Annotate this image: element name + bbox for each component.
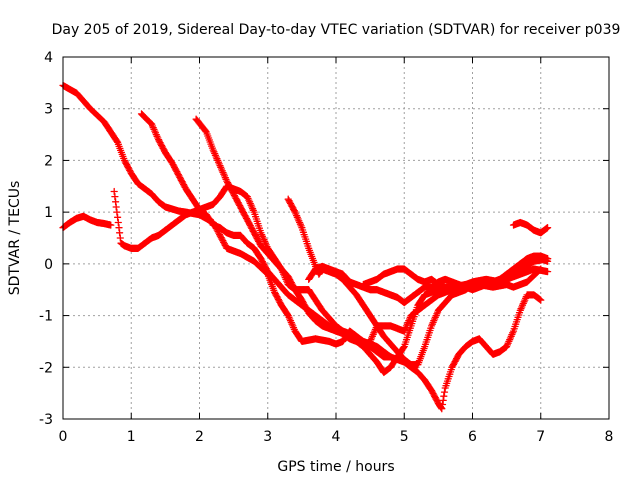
x-tick-label: 1 [127,429,136,445]
y-tick-label: -1 [39,309,53,325]
x-tick-label: 2 [195,429,204,445]
x-axis-label: GPS time / hours [277,459,394,475]
y-tick-label: -3 [39,412,53,428]
x-tick-label: 7 [536,429,545,445]
y-tick-label: 4 [44,50,53,66]
chart-title: Day 205 of 2019, Sidereal Day-to-day VTE… [52,22,621,38]
y-tick-label: 1 [44,205,53,221]
y-tick-label: 3 [44,102,53,118]
x-tick-label: 6 [468,429,477,445]
y-tick-label: 0 [44,257,53,273]
series-arc-8 [359,252,552,291]
axis-ticks: 0 1 2 3 4 5 6 7 8 -3 -2 -1 0 1 2 3 4 [39,50,613,445]
y-tick-label: 2 [44,153,53,169]
x-tick-label: 5 [400,429,409,445]
x-tick-label: 8 [605,429,614,445]
series-arc-9 [509,218,552,237]
y-tick-label: -2 [39,360,53,376]
series-markers [509,218,552,237]
x-tick-label: 0 [59,429,68,445]
y-axis-label: SDTVAR / TECUs [7,181,23,296]
series-markers [359,252,552,291]
x-tick-label: 3 [263,429,272,445]
x-tick-label: 4 [332,429,341,445]
